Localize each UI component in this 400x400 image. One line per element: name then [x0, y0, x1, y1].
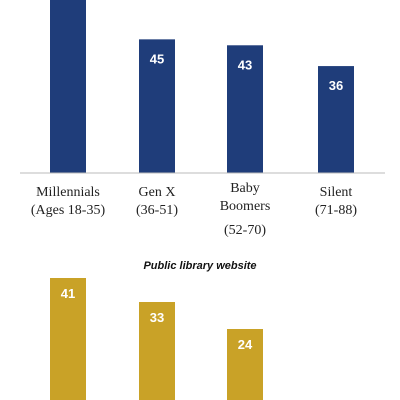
top-bar-3: [318, 66, 354, 173]
top-category-label-line: (Ages 18-35): [30, 203, 106, 218]
bottom-bar-value-label-2: 24: [238, 337, 253, 352]
top-category-label-1: Gen X (36-51): [102, 184, 212, 220]
bottom-chart-title: Public library website: [143, 260, 257, 272]
top-bar-2: [227, 45, 263, 173]
top-category-label-line: Millennials: [36, 185, 100, 200]
bottom-bar-2: [227, 329, 263, 400]
bottom-bar-0: [50, 278, 86, 400]
top-category-label-line: (71-88): [315, 203, 357, 218]
top-category-label-line: Gen X: [138, 185, 176, 200]
top-bar-value-label-1: 45: [150, 51, 164, 66]
top-bar-value-label-2: 43: [238, 57, 252, 72]
top-category-label-line: Baby: [230, 181, 260, 196]
top-category-label-2: Baby Boomers (52-70): [190, 180, 300, 240]
bottom-bar-value-label-0: 41: [61, 286, 75, 301]
bottom-chart-bars: 41 33 24: [50, 278, 263, 400]
top-bar-value-label-3: 36: [329, 78, 343, 93]
bottom-bar-1: [139, 302, 175, 400]
top-bar-1: [139, 39, 175, 173]
top-category-label-line: (36-51): [136, 203, 178, 218]
top-category-label-line: Boomers: [219, 199, 271, 214]
top-category-label-line: Silent: [319, 185, 353, 200]
top-bar-0: [50, 0, 86, 173]
top-chart-bars: 45 43 36: [50, 0, 354, 173]
top-category-label-0: Millennials (Ages 18-35): [13, 184, 123, 220]
bottom-bar-value-label-1: 33: [150, 310, 164, 325]
top-category-label-line: (52-70): [224, 223, 266, 238]
top-category-label-3: Silent (71-88): [281, 184, 391, 220]
